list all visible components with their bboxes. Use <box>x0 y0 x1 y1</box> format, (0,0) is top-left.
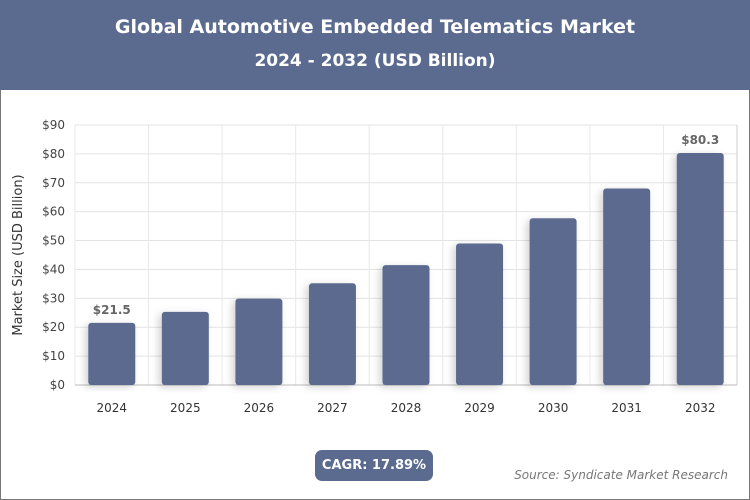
x-tick-label: 2025 <box>170 401 201 415</box>
bar-2030 <box>529 218 577 385</box>
bar-2028 <box>382 265 430 385</box>
y-tick-label: $90 <box>42 118 65 132</box>
y-tick-label: $20 <box>42 320 65 334</box>
bar-2029 <box>456 243 504 385</box>
cagr-badge: CAGR: 17.89% <box>315 450 433 481</box>
chart-title: Global Automotive Embedded Telematics Ma… <box>114 16 636 38</box>
y-tick-label: $70 <box>42 176 65 190</box>
data-label: $21.5 <box>93 303 131 317</box>
x-tick-label: 2029 <box>464 401 495 415</box>
y-tick-label: $50 <box>42 234 65 248</box>
x-tick-label: 2031 <box>611 401 642 415</box>
y-tick-label: $80 <box>42 147 65 161</box>
bar-2031 <box>603 188 651 385</box>
bar-2025 <box>161 311 209 385</box>
bar-2032 <box>676 153 724 385</box>
x-tick-label: 2032 <box>685 401 716 415</box>
chart-subtitle: 2024 - 2032 (USD Billion) <box>254 51 496 71</box>
data-label: $80.3 <box>681 133 719 147</box>
bar-2027 <box>308 283 356 385</box>
x-tick-label: 2030 <box>538 401 569 415</box>
y-tick-label: $30 <box>42 291 65 305</box>
source-note: Source: Syndicate Market Research <box>514 468 728 482</box>
y-axis-label: Market Size (USD Billion) <box>11 174 26 335</box>
chart-header: Global Automotive Embedded Telematics Ma… <box>0 0 750 90</box>
x-tick-label: 2024 <box>97 401 128 415</box>
y-tick-label: $10 <box>42 349 65 363</box>
y-tick-label: $60 <box>42 205 65 219</box>
x-tick-label: 2028 <box>391 401 422 415</box>
bar-2026 <box>235 298 283 385</box>
bar-2024 <box>88 322 136 385</box>
y-tick-label: $40 <box>42 262 65 276</box>
x-tick-label: 2026 <box>244 401 275 415</box>
x-tick-label: 2027 <box>317 401 348 415</box>
y-tick-label: $0 <box>50 378 65 392</box>
